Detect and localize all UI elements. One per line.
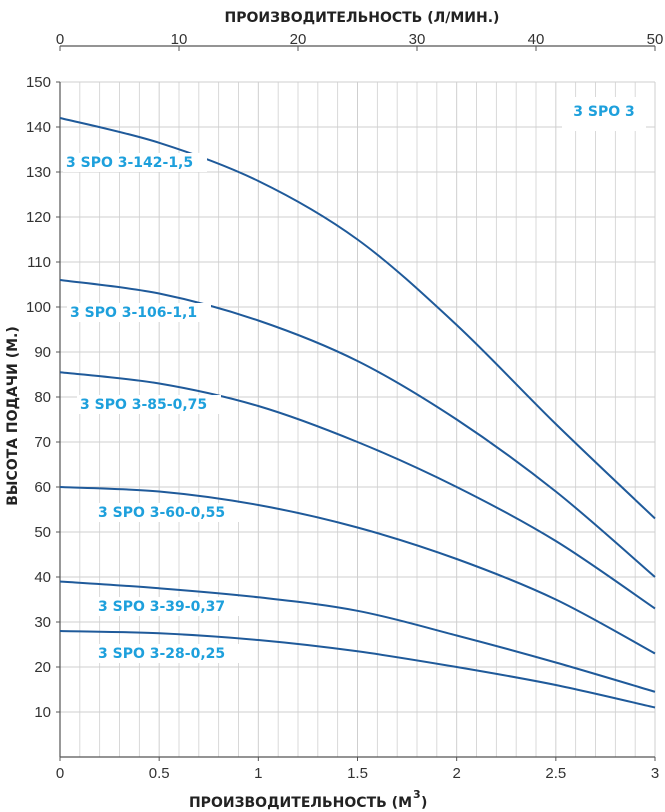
series-label-background: [95, 503, 239, 522]
series-curve: [59, 371, 656, 610]
y-tick-label: 140: [26, 119, 51, 136]
x-tick-label: 2.5: [545, 765, 566, 782]
x-tick-label: 1.5: [347, 765, 368, 782]
y-tick-label: 70: [34, 434, 51, 451]
series-label-background: [67, 303, 211, 322]
x-axis-bottom-title: ПРОИЗВОДИТЕЛЬНОСТЬ (М: [189, 795, 412, 811]
series-curve: [59, 117, 656, 520]
series-label-background: [95, 644, 239, 663]
series-name-label: 3 SPO 3-28-0,25: [98, 646, 225, 662]
x-axis-bottom-title-sup: 3: [413, 788, 421, 801]
family-label-background: [562, 97, 646, 131]
series-name-label: 3 SPO 3-142-1,5: [66, 155, 193, 171]
y-tick-label: 130: [26, 164, 51, 181]
x-tick-label: 2: [452, 765, 460, 782]
series-label-background: [95, 597, 239, 616]
y-tick-label: 120: [26, 209, 51, 226]
y-tick-label: 100: [26, 299, 51, 316]
y-tick-label: 80: [34, 389, 51, 406]
series-curve: [59, 486, 656, 655]
series-name-label: 3 SPO 3-39-0,37: [98, 599, 225, 615]
y-tick-label: 10: [34, 704, 51, 721]
y-tick-label: 150: [26, 74, 51, 91]
y-tick-label: 20: [34, 659, 51, 676]
x-tick-label: 3: [651, 765, 659, 782]
x-top-tick-label: 20: [290, 31, 307, 48]
series-family-label: 3 SPO 3: [573, 104, 634, 120]
x-top-tick-label: 30: [409, 31, 426, 48]
x-top-tick-label: 40: [528, 31, 545, 48]
y-tick-label: 90: [34, 344, 51, 361]
x-top-tick-label: 10: [171, 31, 188, 48]
y-tick-label: 30: [34, 614, 51, 631]
x-axis-bottom-title-close: ): [421, 795, 427, 811]
y-tick-label: 110: [27, 254, 51, 271]
series-label-background: [77, 395, 221, 414]
y-tick-label: 40: [34, 569, 51, 586]
x-tick-label: 0: [56, 765, 64, 782]
series-curve: [59, 630, 656, 709]
y-axis-title: ВЫСОТА ПОДАЧИ (М.): [5, 326, 21, 505]
series-label-background: [63, 153, 207, 172]
series-name-label: 3 SPO 3-60-0,55: [98, 505, 225, 521]
series-curve: [59, 580, 656, 693]
series-name-label: 3 SPO 3-106-1,1: [70, 305, 197, 321]
y-tick-label: 60: [34, 479, 51, 496]
x-top-tick-label: 50: [647, 31, 664, 48]
y-tick-label: 50: [34, 524, 51, 541]
series-labels: 3 SPO 3-142-1,5 3 SPO 3-106-1,1 3 SPO 3-85…: [63, 97, 646, 663]
series-curve: [59, 279, 656, 578]
x-tick-label: 1: [254, 765, 262, 782]
series-curves: [59, 117, 656, 709]
series-name-label: 3 SPO 3-85-0,75: [80, 397, 207, 413]
x-axis-top-title: ПРОИЗВОДИТЕЛЬНОСТЬ (Л/МИН.): [225, 10, 500, 26]
x-top-tick-label: 0: [56, 31, 64, 48]
x-tick-label: 0.5: [149, 765, 170, 782]
